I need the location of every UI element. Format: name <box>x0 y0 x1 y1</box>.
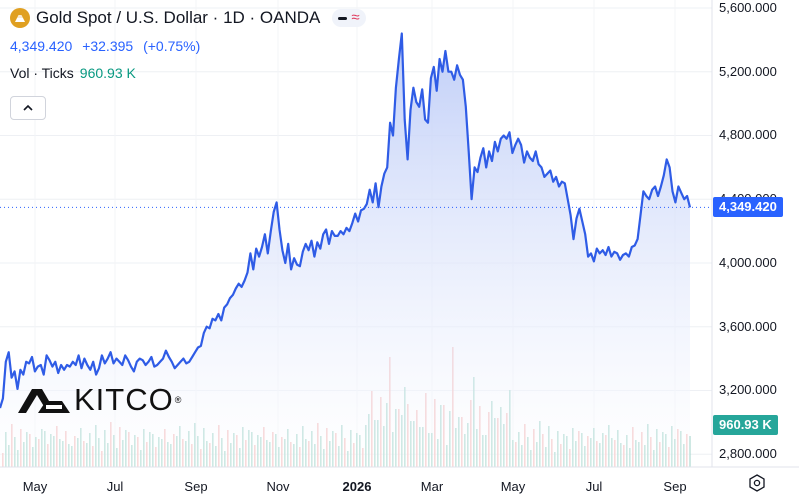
collapse-legend-button[interactable] <box>10 96 46 120</box>
y-tick-label: 5,600.000 <box>719 0 777 15</box>
chevron-up-icon <box>23 104 33 111</box>
x-tick-label: May <box>22 479 48 494</box>
y-tick-label: 3,200.000 <box>719 382 777 398</box>
x-tick-label: Jul <box>106 479 124 494</box>
last-price: 4,349.420 <box>10 38 73 54</box>
x-tick-label: May <box>500 479 526 494</box>
registered-mark: ® <box>174 395 182 405</box>
x-tick-label: Mar <box>420 479 444 494</box>
x-tick-label: 2026 <box>342 479 372 494</box>
delayed-wave-icon: ≈ <box>351 9 360 26</box>
y-tick-label: 5,200.000 <box>719 63 777 79</box>
market-closed-dash-icon <box>338 16 348 20</box>
price-line <box>0 32 692 409</box>
symbol-title[interactable]: Gold Spot / U.S. Dollar · 1D · OANDA <box>36 8 321 27</box>
settings-gear-icon[interactable] <box>748 474 766 497</box>
kitco-bars-icon <box>18 389 70 413</box>
price-change-percent: (+0.75%) <box>143 38 201 54</box>
price-change: +32.395 <box>82 38 134 54</box>
quote-line: 4,349.420 +32.395 (+0.75%) <box>10 38 206 54</box>
x-tick-label: Sep <box>663 479 687 494</box>
y-tick-label: 4,000.000 <box>719 254 777 270</box>
volume-value: 960.93 K <box>79 65 136 81</box>
kitco-wordmark: KITCO <box>74 382 174 417</box>
volume-label: Vol · Ticks <box>10 65 74 81</box>
volume-legend[interactable]: Vol · Ticks 960.93 K <box>10 65 136 81</box>
kitco-logo: KITCO ® <box>16 382 181 418</box>
x-tick-label: Jul <box>585 479 603 494</box>
y-tick-label: 2,800.000 <box>719 446 777 462</box>
x-tick-label: Nov <box>266 479 290 494</box>
gold-bars-icon <box>10 8 30 28</box>
status-badge[interactable]: ≈ <box>332 9 366 27</box>
x-tick-label: Sep <box>184 479 208 494</box>
y-tick-label: 3,600.000 <box>719 318 777 334</box>
chart-legend-header: Gold Spot / U.S. Dollar · 1D · OANDA ≈ <box>10 8 366 28</box>
y-tick-label: 4,800.000 <box>719 127 777 143</box>
volume-tag: 960.93 K <box>713 415 778 435</box>
last-price-tag: 4,349.420 <box>713 197 783 218</box>
